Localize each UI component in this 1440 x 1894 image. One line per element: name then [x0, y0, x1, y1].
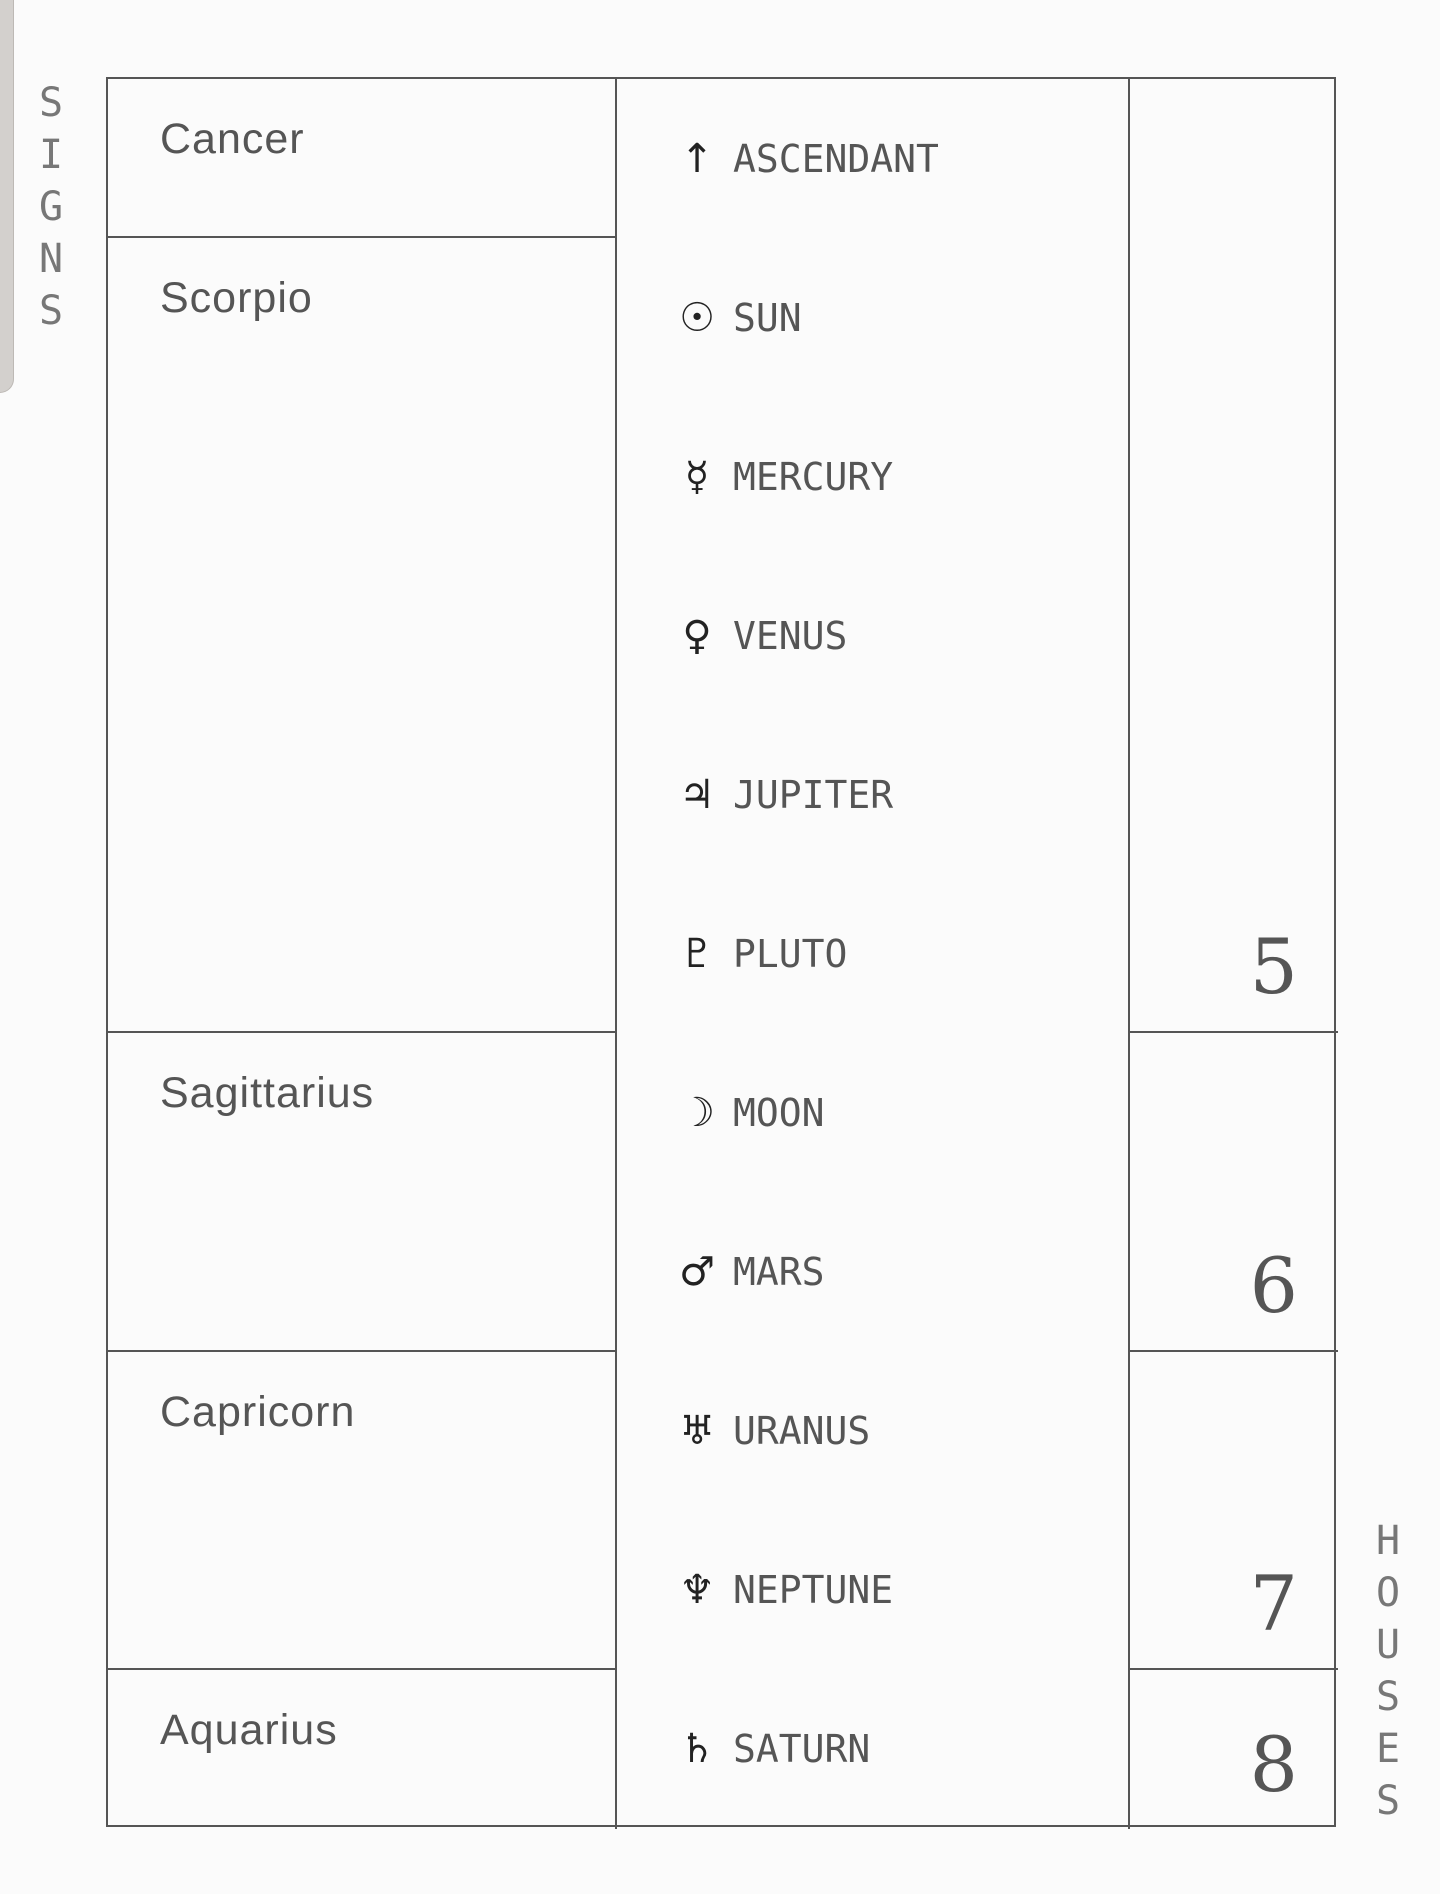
planet-row[interactable]: ♂ MARS	[617, 1193, 1128, 1352]
chart-table: Cancer Scorpio Sagittarius Capricorn Aqu…	[106, 77, 1338, 1829]
label-letter: I	[38, 132, 64, 178]
house-cell[interactable]: 7	[1128, 1351, 1338, 1670]
sign-cell[interactable]: Cancer	[108, 79, 617, 239]
planet-label: NEPTUNE	[733, 1568, 894, 1613]
uranus-icon: ♅	[679, 1408, 715, 1455]
label-letter: H	[1375, 1518, 1401, 1564]
house-cell[interactable]: 8	[1128, 1669, 1338, 1829]
planet-label: MERCURY	[733, 454, 894, 499]
planet-label: SUN	[733, 295, 802, 340]
label-letter: S	[1375, 1778, 1401, 1824]
planet-row[interactable]: ♀ VENUS	[617, 556, 1128, 715]
ascendant-arrow-icon: ↑	[680, 135, 714, 182]
planet-row[interactable]: ♅ URANUS	[617, 1352, 1128, 1511]
label-letter: O	[1375, 1570, 1401, 1616]
planet-label: MARS	[733, 1250, 825, 1295]
sign-cell[interactable]: Aquarius	[108, 1669, 617, 1829]
planet-label: JUPITER	[733, 772, 894, 817]
signs-vertical-label: S I G N S	[31, 77, 71, 337]
pluto-icon: ♇	[679, 930, 715, 977]
house-cell[interactable]: 5	[1128, 79, 1338, 1034]
label-letter: S	[1375, 1674, 1401, 1720]
planet-label: ASCENDANT	[733, 136, 939, 181]
planet-row[interactable]: ☽ MOON	[617, 1033, 1128, 1192]
sun-icon: ☉	[679, 294, 715, 341]
planet-row[interactable]: ☿ MERCURY	[617, 397, 1128, 556]
sign-cell[interactable]: Sagittarius	[108, 1033, 617, 1352]
mars-icon: ♂	[679, 1249, 715, 1296]
planet-row[interactable]: ♆ NEPTUNE	[617, 1511, 1128, 1670]
saturn-icon: ♄	[679, 1726, 715, 1773]
planet-label: MOON	[733, 1091, 825, 1135]
label-letter: S	[38, 288, 64, 334]
moon-icon: ☽	[679, 1090, 715, 1136]
planet-label: SATURN	[733, 1727, 871, 1772]
venus-icon: ♀	[682, 612, 712, 659]
sign-cell[interactable]: Scorpio	[108, 238, 617, 1034]
planet-label: VENUS	[733, 613, 848, 658]
label-letter: S	[38, 80, 64, 126]
houses-vertical-label: H O U S E S	[1368, 1515, 1408, 1827]
label-letter: E	[1375, 1726, 1401, 1772]
jupiter-icon: ♃	[679, 771, 715, 818]
planet-row[interactable]: ♃ JUPITER	[617, 715, 1128, 874]
house-cell[interactable]: 6	[1128, 1033, 1338, 1352]
neptune-icon: ♆	[679, 1567, 715, 1614]
planet-row[interactable]: ☉ SUN	[617, 238, 1128, 397]
label-letter: G	[38, 184, 64, 230]
planet-row[interactable]: ♇ PLUTO	[617, 874, 1128, 1033]
planet-label: PLUTO	[733, 931, 848, 976]
scroll-tab[interactable]	[0, 0, 14, 393]
planet-row[interactable]: ♄ SATURN	[617, 1670, 1128, 1829]
mercury-icon: ☿	[684, 453, 710, 500]
planet-label: URANUS	[733, 1409, 871, 1454]
label-letter: N	[38, 236, 64, 282]
sign-cell[interactable]: Capricorn	[108, 1351, 617, 1670]
label-letter: U	[1375, 1622, 1401, 1668]
planet-row[interactable]: ↑ ASCENDANT	[617, 79, 1128, 238]
